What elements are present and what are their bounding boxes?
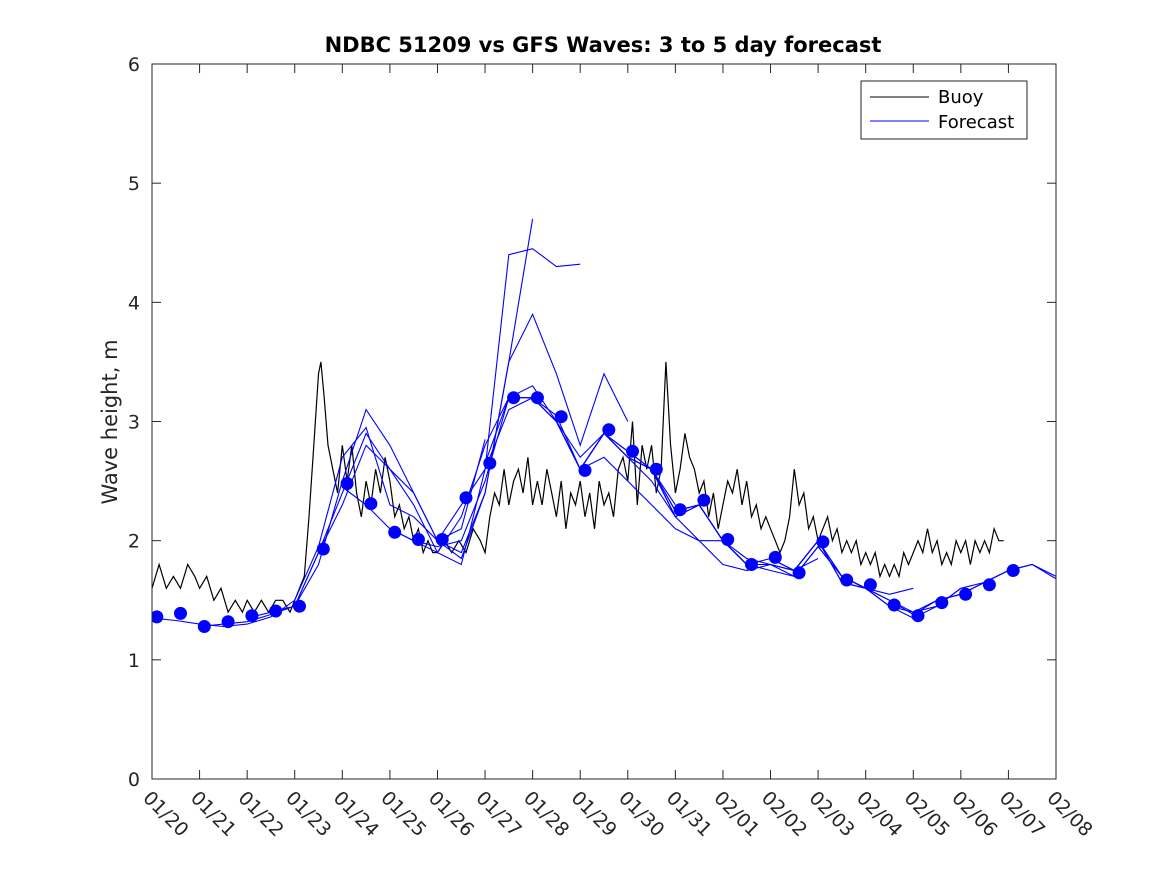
forecast-marker-19 (578, 463, 592, 477)
forecast-marker-20 (602, 423, 616, 437)
forecast-marker-3 (197, 620, 211, 633)
forecast-marker-4 (221, 615, 235, 629)
forecast-marker-11 (388, 525, 402, 539)
forecast-marker-30 (840, 573, 854, 587)
forecast-marker-24 (697, 493, 711, 507)
y-tick-label-6: 6 (128, 54, 140, 76)
forecast-marker-34 (935, 596, 949, 610)
y-tick-label-4: 4 (128, 292, 140, 314)
forecast-marker-18 (554, 410, 568, 424)
forecast-marker-13 (435, 533, 449, 546)
forecast-marker-33 (911, 609, 925, 623)
forecast-marker-29 (816, 535, 830, 549)
y-tick-label-0: 0 (128, 769, 140, 791)
legend: Buoy Forecast (860, 80, 1028, 140)
y-tick-label-3: 3 (128, 412, 140, 434)
forecast-marker-6 (269, 604, 283, 618)
y-axis-label: Wave height, m (98, 339, 122, 504)
forecast-marker-7 (293, 599, 306, 613)
legend-buoy-label: Buoy (938, 87, 984, 108)
forecast-marker-9 (340, 477, 354, 490)
forecast-marker-17 (530, 391, 544, 405)
forecast-marker-21 (626, 444, 639, 458)
chart-title: NDBC 51209 vs GFS Waves: 3 to 5 day fore… (325, 33, 882, 57)
y-tick-label-2: 2 (128, 531, 140, 553)
forecast-marker-31 (863, 578, 877, 592)
forecast-marker-12 (411, 533, 425, 546)
forecast-marker-23 (673, 503, 687, 517)
plot-area (152, 218, 1056, 633)
forecast-marker-5 (245, 609, 259, 623)
data-series-group (152, 218, 1056, 633)
forecast-marker-32 (887, 598, 901, 612)
forecast-run-line-7 (437, 397, 771, 572)
forecast-marker-35 (959, 587, 973, 601)
y-tick-label-1: 1 (128, 650, 140, 672)
forecast-marker-1 (152, 610, 164, 624)
forecast-marker-15 (483, 456, 497, 470)
forecast-marker-10 (364, 497, 378, 511)
forecast-marker-26 (745, 558, 758, 571)
forecast-marker-2 (174, 606, 187, 620)
forecast-marker-36 (982, 578, 996, 592)
forecast-marker-37 (1006, 564, 1020, 577)
forecast-marker-27 (768, 550, 782, 564)
forecast-marker-8 (316, 542, 330, 556)
y-tick-label-5: 5 (128, 173, 140, 195)
forecast-marker-28 (792, 566, 806, 580)
forecast-marker-14 (459, 491, 473, 505)
legend-box (860, 80, 1028, 140)
forecast-marker-25 (721, 533, 735, 546)
forecast-marker-16 (507, 391, 521, 405)
legend-forecast-label: Forecast (938, 112, 1014, 133)
forecast-marker-22 (649, 462, 663, 476)
buoy-series-line (152, 361, 1004, 614)
